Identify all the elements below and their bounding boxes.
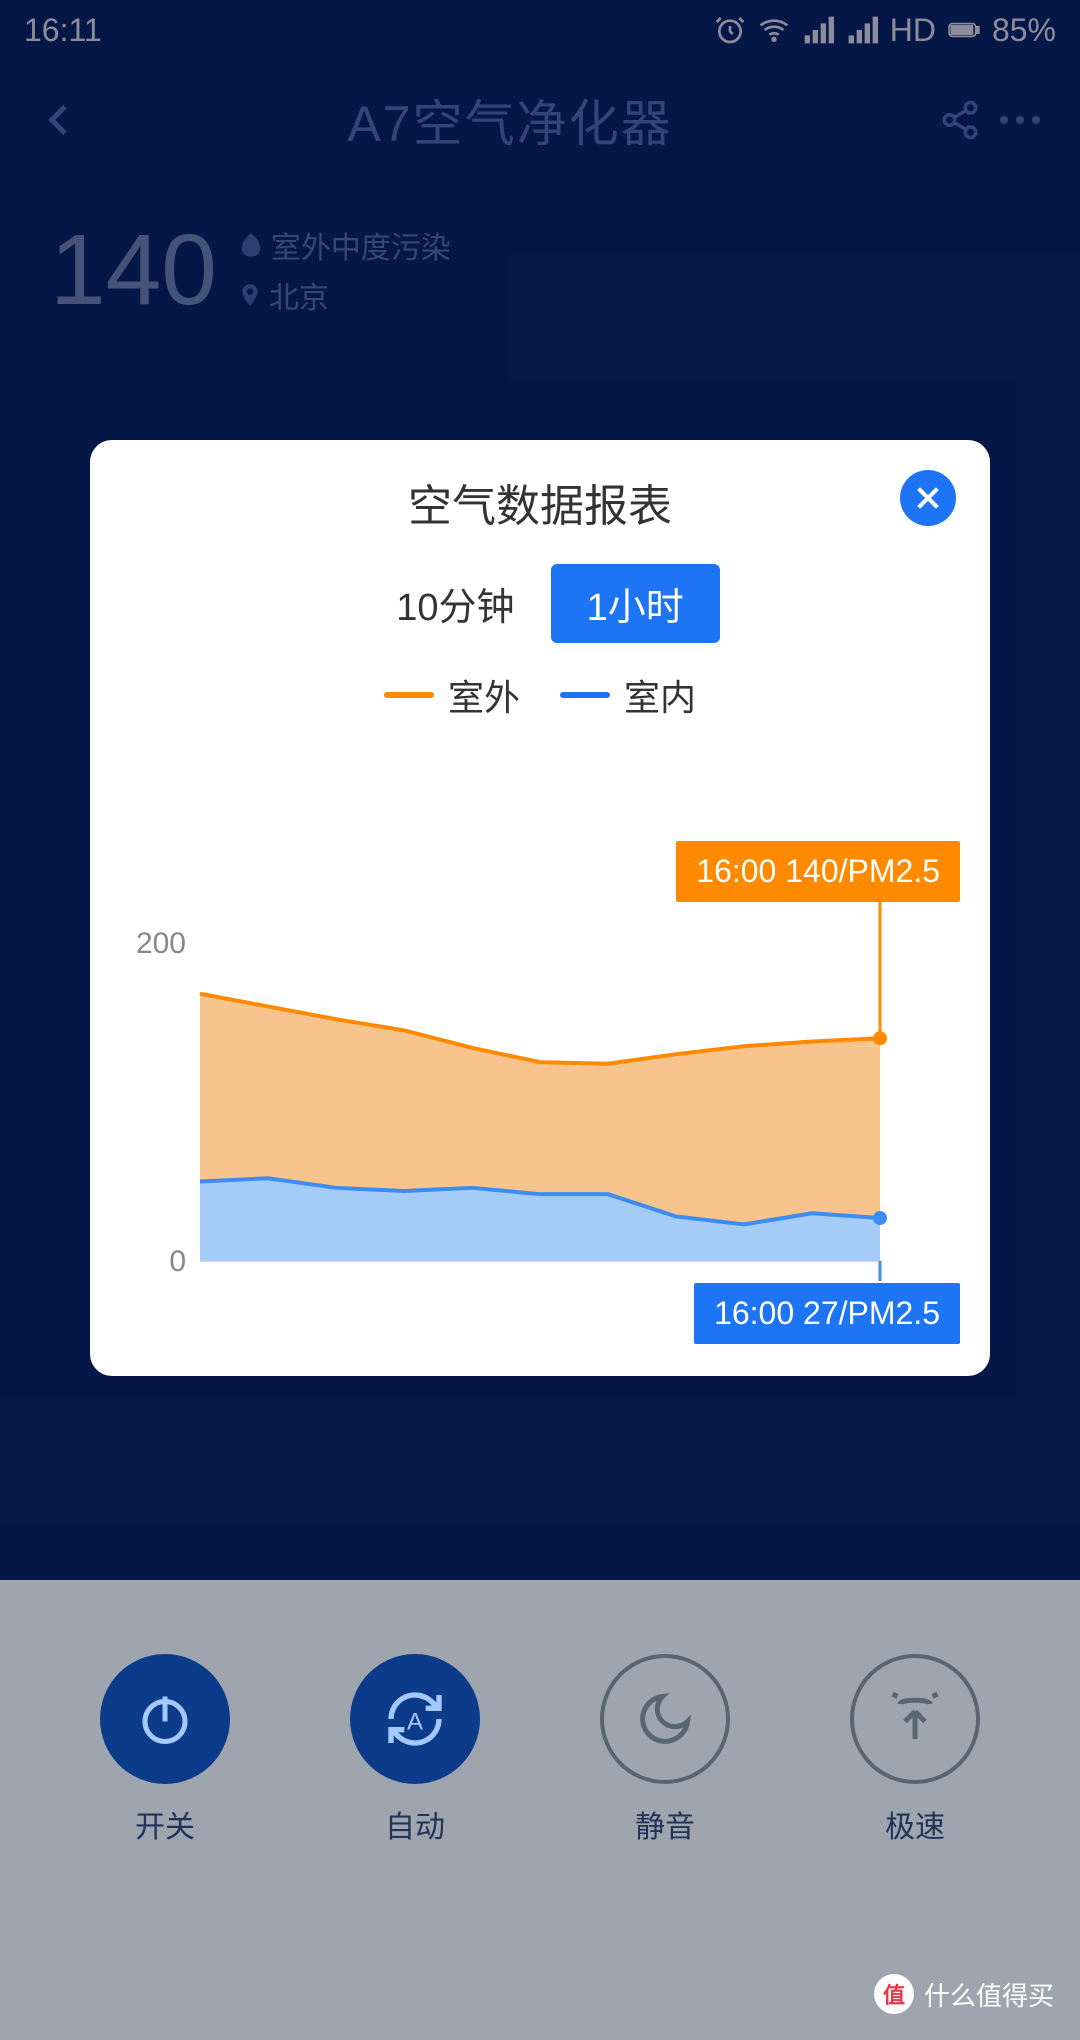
power-icon-circle: [100, 1654, 230, 1784]
watermark-icon: 值: [874, 1974, 914, 2014]
tab-1hour[interactable]: 1小时: [551, 564, 720, 643]
control-auto-label: 自动: [385, 1802, 445, 1846]
control-quiet[interactable]: 静音: [600, 1654, 730, 1846]
legend-outdoor: 室外: [384, 669, 520, 721]
control-quiet-label: 静音: [635, 1802, 695, 1846]
time-range-tabs: 10分钟 1小时: [90, 564, 990, 643]
outdoor-flag: 16:00 140/PM2.5: [676, 841, 960, 902]
indoor-flag: 16:00 27/PM2.5: [694, 1283, 960, 1344]
legend-indoor: 室内: [560, 669, 696, 721]
control-power-label: 开关: [135, 1802, 195, 1846]
legend-outdoor-label: 室外: [448, 669, 520, 721]
chart-container: 16:00 140/PM2.5 0200 16:00 27/PM2.5: [90, 741, 990, 1286]
watermark: 值 什么值得买: [874, 1974, 1054, 2014]
legend-indoor-label: 室内: [624, 669, 696, 721]
quiet-icon-circle: [600, 1654, 730, 1784]
control-power[interactable]: 开关: [100, 1654, 230, 1846]
power-icon: [135, 1689, 195, 1749]
svg-text:200: 200: [136, 927, 186, 960]
modal-title-row: 空气数据报表: [90, 470, 990, 534]
air-data-modal: 空气数据报表 10分钟 1小时 室外 室内 16:00 140/PM2.5 0 2…: [90, 440, 990, 1376]
auto-icon: A: [383, 1687, 447, 1751]
auto-icon-circle: A: [350, 1654, 480, 1784]
close-icon: [912, 482, 944, 514]
close-button[interactable]: [900, 470, 956, 526]
watermark-text: 什么值得买: [924, 1976, 1054, 2013]
legend-indoor-swatch: [560, 692, 610, 698]
tab-10min[interactable]: 10分钟: [360, 564, 550, 643]
turbo-icon-circle: [850, 1654, 980, 1784]
legend-outdoor-swatch: [384, 692, 434, 698]
modal-title: 空气数据报表: [408, 482, 672, 531]
air-chart: 0 200: [120, 741, 900, 1281]
control-turbo-label: 极速: [885, 1802, 945, 1846]
moon-icon: [635, 1689, 695, 1749]
chart-legend: 室外 室内: [90, 669, 990, 721]
turbo-icon: [885, 1689, 945, 1749]
svg-text:0: 0: [169, 1245, 186, 1278]
bottom-controls: 开关 A 自动 静音 极速: [0, 1580, 1080, 2040]
svg-text:A: A: [407, 1709, 423, 1736]
control-turbo[interactable]: 极速: [850, 1654, 980, 1846]
control-auto[interactable]: A 自动: [350, 1654, 480, 1846]
